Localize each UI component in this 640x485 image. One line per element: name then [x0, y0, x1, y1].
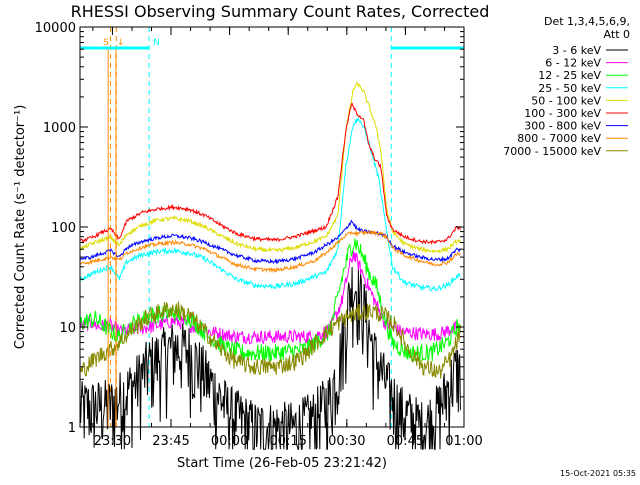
y-tick-label: 1: [68, 421, 76, 436]
chart-title: RHESSI Observing Summary Count Rates, Co…: [71, 2, 490, 21]
series-line: [79, 219, 461, 265]
legend-entry-label: 25 - 50 keV: [538, 82, 601, 95]
legend-header-line-2: Att 0: [604, 28, 630, 41]
legend-entry-label: 50 - 100 keV: [531, 94, 601, 107]
y-tick-label: 10000: [35, 21, 76, 36]
series-line: [79, 229, 461, 274]
legend-entry-label: 300 - 800 keV: [524, 120, 601, 133]
y-tick-label: 10: [59, 321, 76, 336]
flag-label: S: [103, 38, 109, 48]
footer-date: 15-Oct-2021 05:35: [560, 469, 636, 478]
x-tick-label: 00:15: [269, 434, 306, 449]
x-tick-label: 00:00: [211, 434, 248, 449]
x-tick-label: 23:45: [152, 434, 189, 449]
y-tick-label: 100: [51, 221, 76, 236]
legend-entry-label: 800 - 7000 keV: [517, 132, 601, 145]
saa-arrow-icon: ↓: [117, 38, 125, 48]
legend-entry-label: 7000 - 15000 keV: [503, 145, 601, 158]
x-tick-label: 01:00: [445, 434, 482, 449]
legend-entry-label: 6 - 12 keV: [545, 57, 601, 70]
x-tick-label: 00:45: [387, 434, 424, 449]
legend-entry-label: 3 - 6 keV: [552, 44, 601, 57]
series-line: [79, 116, 461, 292]
flag-label: N: [153, 38, 160, 48]
series-line: [79, 81, 461, 254]
legend-header-line-1: Det 1,3,4,5,6,9,: [544, 15, 630, 28]
x-tick-label: 00:30: [328, 434, 365, 449]
series-line: [79, 301, 461, 379]
y-axis-label: Corrected Count Rate (s⁻¹ detector⁻¹): [13, 105, 28, 350]
x-axis-label: Start Time (26-Feb-05 23:21:42): [177, 456, 387, 471]
legend-entry-label: 100 - 300 keV: [524, 107, 601, 120]
legend-entry-label: 12 - 25 keV: [538, 69, 601, 82]
x-tick-label: 23:30: [94, 434, 131, 449]
series-line: [79, 102, 461, 245]
y-tick-label: 1000: [43, 121, 76, 136]
series-line: [79, 266, 461, 450]
